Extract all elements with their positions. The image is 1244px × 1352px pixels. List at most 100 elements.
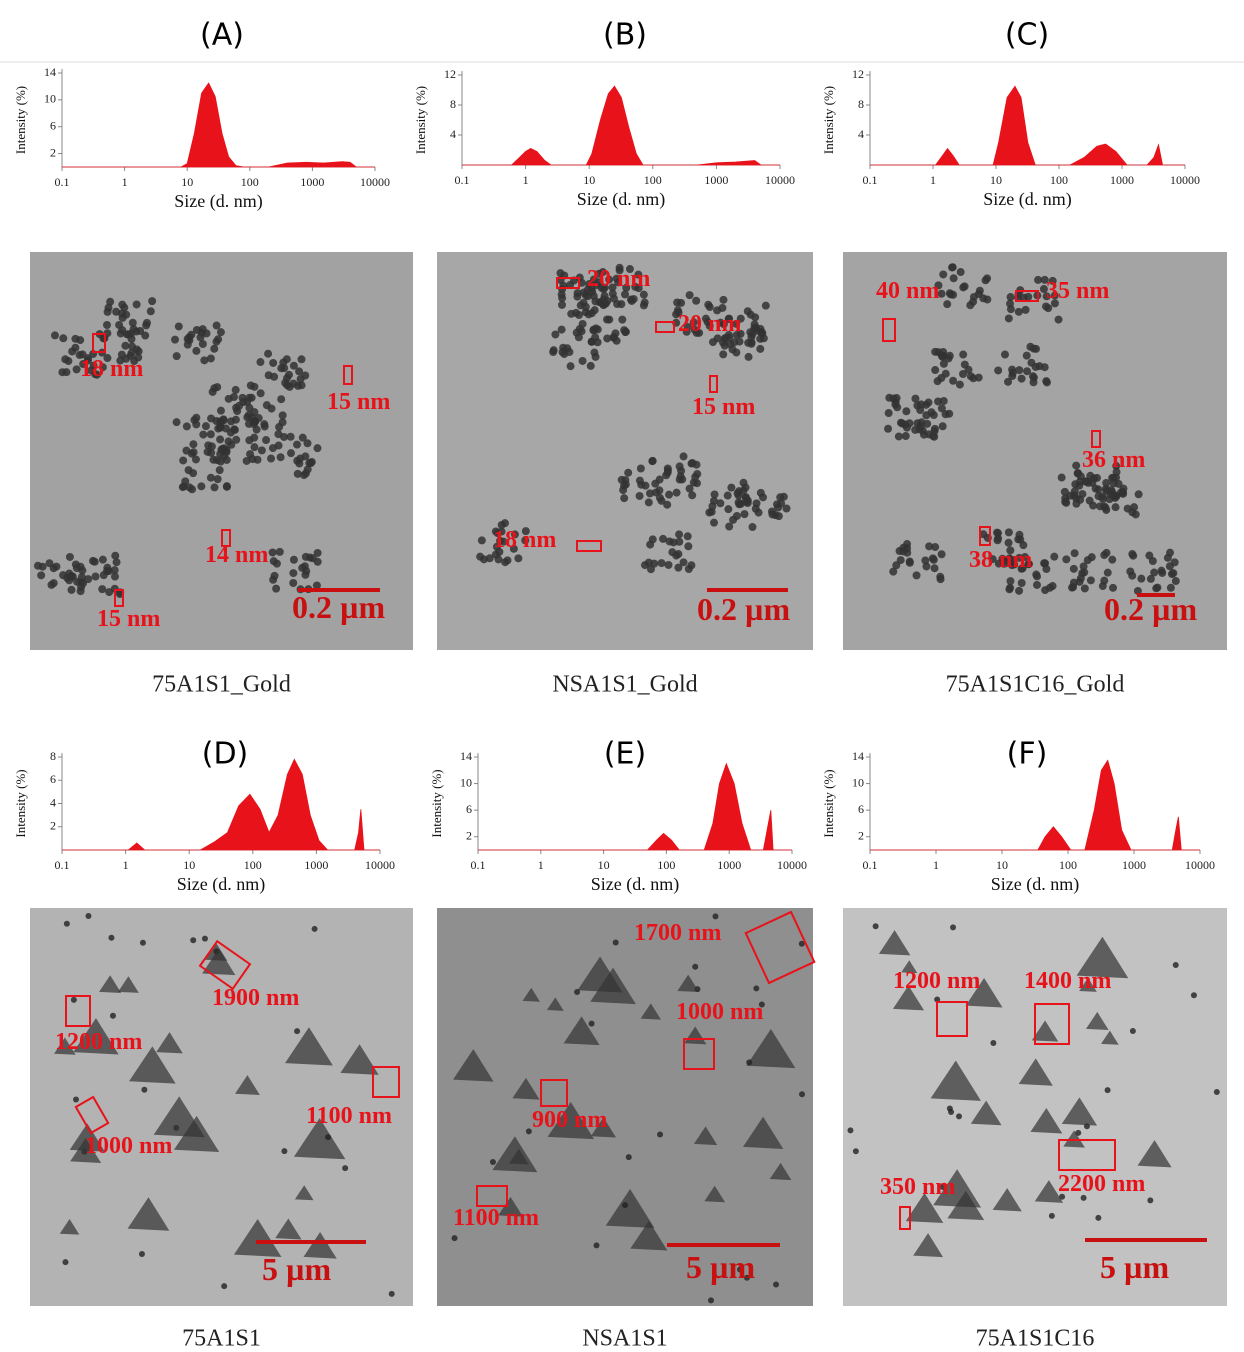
- particle: [605, 316, 613, 324]
- particle: [724, 492, 732, 500]
- size-annotation: 38 nm: [969, 547, 1032, 573]
- x-tick-label: 10000: [365, 858, 395, 872]
- particle: [648, 457, 656, 465]
- x-tick-label: 1000: [704, 173, 728, 187]
- particle: [558, 326, 566, 334]
- particle: [269, 359, 277, 367]
- particle: [636, 492, 644, 500]
- particle: [929, 554, 937, 562]
- particle: [1171, 558, 1179, 566]
- y-tick-label: 4: [858, 127, 864, 141]
- particle: [1006, 577, 1014, 585]
- particle: [123, 330, 131, 338]
- particle: [171, 336, 179, 344]
- dot: [950, 924, 956, 930]
- dot: [342, 1165, 348, 1171]
- particle: [59, 334, 67, 342]
- particle: [1023, 352, 1031, 360]
- particle: [1108, 556, 1116, 564]
- particle: [749, 523, 757, 531]
- particle: [947, 290, 955, 298]
- particle: [275, 423, 283, 431]
- y-axis-label: Intensity (%): [429, 769, 444, 837]
- x-tick-label: 10000: [765, 173, 795, 187]
- dot: [294, 1028, 300, 1034]
- x-axis-label: Size (d. nm): [174, 191, 262, 212]
- particle: [217, 446, 225, 454]
- size-annotation: 20 nm: [587, 266, 650, 292]
- y-tick-label: 8: [50, 749, 56, 763]
- scale-bar-label: 5 µm: [686, 1249, 755, 1285]
- dot: [1075, 1130, 1081, 1136]
- y-axis-label: Intensity (%): [13, 769, 28, 837]
- particle: [258, 446, 266, 454]
- particle: [230, 393, 238, 401]
- particle: [103, 321, 111, 329]
- particle: [975, 374, 983, 382]
- x-tick-label: 1: [538, 858, 544, 872]
- particle: [313, 444, 321, 452]
- particle: [213, 322, 221, 330]
- particle: [298, 564, 306, 572]
- particle: [664, 466, 672, 474]
- dot: [574, 989, 580, 995]
- size-annotation: 1000 nm: [676, 999, 763, 1025]
- particle: [308, 458, 316, 466]
- particle: [925, 542, 933, 550]
- particle: [982, 276, 990, 284]
- dot: [452, 1235, 458, 1241]
- size-annotation: 14 nm: [205, 542, 268, 568]
- particle: [575, 333, 583, 341]
- particle: [1015, 587, 1023, 595]
- x-tick-label: 100: [657, 858, 675, 872]
- x-tick-label: 10000: [1170, 173, 1200, 187]
- particle: [207, 414, 215, 422]
- particle: [902, 407, 910, 415]
- y-axis-label: Intensity (%): [821, 86, 836, 154]
- particle: [727, 484, 735, 492]
- particle: [957, 268, 965, 276]
- particle: [270, 373, 278, 381]
- scale-bar-label: 5 µm: [262, 1251, 331, 1287]
- particle: [230, 425, 238, 433]
- dot: [202, 936, 208, 942]
- x-tick-label: 1000: [1110, 173, 1134, 187]
- particle: [62, 368, 70, 376]
- particle: [232, 386, 240, 394]
- particle: [961, 282, 969, 290]
- particle: [1042, 565, 1050, 573]
- image-caption: 75A1S1C16_Gold: [946, 672, 1125, 698]
- x-axis-label: Size (d. nm): [983, 189, 1071, 210]
- particle: [558, 301, 566, 309]
- particle: [232, 416, 240, 424]
- particle: [927, 408, 935, 416]
- particle: [645, 498, 653, 506]
- particle: [1071, 549, 1079, 557]
- particle: [204, 441, 212, 449]
- particle: [936, 573, 944, 581]
- particle: [268, 405, 276, 413]
- dot: [990, 1040, 996, 1046]
- x-tick-label: 10: [990, 173, 1002, 187]
- particle: [686, 291, 694, 299]
- particle: [77, 563, 85, 571]
- particle: [684, 542, 692, 550]
- particle: [141, 332, 149, 340]
- particle: [641, 561, 649, 569]
- particle: [1001, 351, 1009, 359]
- x-tick-label: 0.1: [55, 858, 70, 872]
- particle: [1061, 498, 1069, 506]
- size-annotation: 15 nm: [327, 389, 390, 415]
- particle: [1089, 502, 1097, 510]
- y-tick-label: 6: [50, 118, 56, 132]
- particle: [220, 416, 228, 424]
- panel-label: (B): [603, 18, 647, 53]
- scale-bar-label: 0.2 µm: [1104, 591, 1197, 627]
- particle: [1015, 531, 1023, 539]
- image-caption: NSA1S1_Gold: [552, 672, 697, 698]
- particle: [276, 548, 284, 556]
- particle: [939, 422, 947, 430]
- particle: [1018, 579, 1026, 587]
- particle: [656, 476, 664, 484]
- particle: [740, 510, 748, 518]
